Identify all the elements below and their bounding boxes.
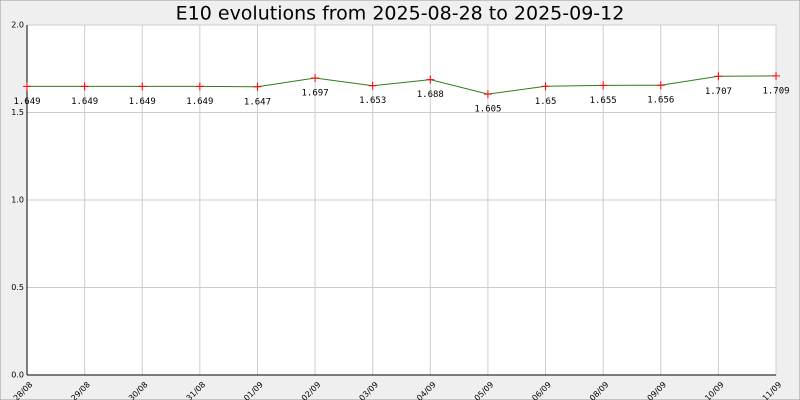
y-tick-label: 0.5 (11, 283, 24, 292)
marker (656, 81, 665, 90)
data-label: 1.655 (590, 96, 617, 106)
y-tick-label: 1.5 (11, 108, 24, 117)
data-label: 1.649 (186, 97, 213, 107)
data-label: 1.649 (129, 97, 156, 107)
marker (80, 82, 89, 91)
marker (23, 82, 31, 91)
chart-title: E10 evolutions from 2025-08-28 to 2025-0… (176, 3, 625, 25)
y-tick-label: 1.0 (11, 196, 24, 205)
marker (138, 82, 147, 91)
data-label: 1.709 (762, 86, 789, 96)
data-label: 1.697 (302, 89, 329, 99)
marker (253, 82, 262, 91)
data-label: 1.647 (244, 97, 271, 107)
data-label: 1.65 (535, 97, 557, 107)
y-tick-label: 2.0 (11, 21, 24, 30)
data-label: 1.707 (705, 87, 732, 97)
marker (311, 74, 320, 83)
data-label: 1.656 (647, 96, 674, 106)
data-label: 1.649 (13, 97, 40, 107)
line (27, 75, 777, 95)
data-label: 1.688 (417, 90, 444, 100)
marker (772, 71, 780, 80)
marker (599, 81, 608, 90)
marker (426, 75, 435, 84)
data-label: 1.605 (474, 105, 501, 115)
marker (541, 82, 550, 91)
marker (368, 81, 377, 90)
marker (195, 82, 204, 91)
data-label: 1.653 (359, 96, 386, 106)
marker (483, 90, 492, 99)
y-tick-label: 0.0 (11, 371, 24, 380)
marker (714, 72, 723, 81)
data-label: 1.649 (71, 97, 98, 107)
